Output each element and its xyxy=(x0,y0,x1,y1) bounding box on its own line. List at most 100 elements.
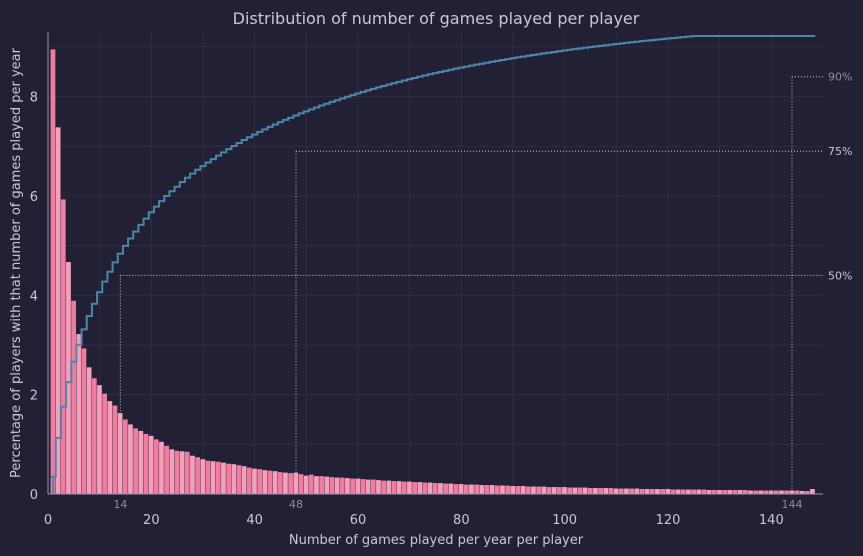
bar xyxy=(422,482,428,494)
bar xyxy=(386,480,392,494)
bar xyxy=(810,489,815,494)
bar xyxy=(505,485,510,494)
bar xyxy=(427,482,433,494)
bar xyxy=(210,461,216,494)
bar xyxy=(474,484,479,494)
bar xyxy=(479,485,485,494)
cumulative-line xyxy=(50,35,816,494)
bar xyxy=(267,470,273,494)
percentile-x-label: 14 xyxy=(113,498,127,511)
bar xyxy=(758,490,764,494)
grid xyxy=(48,32,823,494)
percentile-guides xyxy=(119,76,823,494)
bar xyxy=(50,49,56,494)
bar xyxy=(133,428,138,494)
bar xyxy=(272,471,278,494)
bar xyxy=(655,489,660,494)
bar xyxy=(60,199,66,494)
bar xyxy=(794,490,800,494)
bar xyxy=(303,475,309,494)
bar xyxy=(748,490,753,494)
x-tick-label: 20 xyxy=(143,513,160,528)
bar xyxy=(91,378,97,494)
bar xyxy=(582,487,588,494)
bar xyxy=(789,490,795,494)
bar xyxy=(463,484,469,494)
bar xyxy=(324,476,330,494)
bar xyxy=(365,479,371,494)
x-ticks: 0 20 40 60 80 100 120 140 xyxy=(44,513,784,528)
bar xyxy=(469,484,474,494)
bar xyxy=(391,481,397,494)
bar xyxy=(608,488,614,494)
bar xyxy=(675,489,681,494)
y-tick-label: 6 xyxy=(30,190,38,205)
bar xyxy=(448,483,454,494)
bar xyxy=(624,488,629,494)
bar xyxy=(86,367,92,494)
bar xyxy=(680,489,686,494)
x-tick-label: 0 xyxy=(44,513,52,528)
bar xyxy=(484,485,490,494)
bar xyxy=(236,465,242,494)
bar xyxy=(618,488,624,494)
x-axis-label: Number of games played per year per play… xyxy=(289,533,584,548)
bar xyxy=(515,486,521,494)
bar xyxy=(360,479,366,494)
bar xyxy=(613,488,619,494)
bar xyxy=(370,479,376,494)
bar xyxy=(567,487,572,494)
bar xyxy=(205,460,211,494)
bar xyxy=(593,488,598,494)
bar xyxy=(241,466,247,494)
bar xyxy=(308,474,314,494)
bar xyxy=(453,484,459,494)
bar xyxy=(283,472,288,494)
bar xyxy=(169,449,175,494)
bar xyxy=(639,489,645,494)
bar xyxy=(298,474,304,494)
bar xyxy=(319,476,324,494)
bar xyxy=(262,470,268,494)
bar xyxy=(665,489,671,494)
y-ticks: 0 2 4 6 8 xyxy=(30,91,38,503)
bar xyxy=(722,490,727,494)
bar xyxy=(737,490,743,494)
bar xyxy=(536,486,541,494)
bar xyxy=(432,483,438,494)
bar xyxy=(577,487,583,494)
bar xyxy=(143,433,149,494)
bar xyxy=(246,467,252,494)
bar xyxy=(572,487,578,494)
bar xyxy=(799,491,805,494)
bar xyxy=(252,468,257,494)
bar xyxy=(122,419,128,494)
y-tick-label: 0 xyxy=(30,488,38,503)
bar xyxy=(732,490,738,494)
x-tick-label: 80 xyxy=(453,513,470,528)
bar xyxy=(112,405,118,494)
histogram-bars xyxy=(50,49,815,494)
bar xyxy=(107,401,113,494)
bar xyxy=(174,450,180,494)
percentile-markers: 14 50% 48 75% 144 90% xyxy=(113,71,852,511)
y-tick-label: 8 xyxy=(30,91,38,106)
bar xyxy=(784,490,789,494)
bar xyxy=(293,472,299,494)
bar xyxy=(81,348,87,494)
bar xyxy=(401,481,407,494)
percentile-label: 75% xyxy=(828,145,852,158)
bar xyxy=(598,488,603,494)
bar xyxy=(768,490,774,494)
bar xyxy=(686,489,691,494)
chart-title: Distribution of number of games played p… xyxy=(233,9,640,28)
bar xyxy=(644,489,650,494)
bar xyxy=(660,489,665,494)
y-tick-label: 4 xyxy=(30,289,38,304)
bar xyxy=(138,430,144,494)
bar xyxy=(510,486,516,494)
bar xyxy=(670,489,676,494)
percentile-label: 50% xyxy=(828,269,852,282)
bar xyxy=(701,489,707,494)
